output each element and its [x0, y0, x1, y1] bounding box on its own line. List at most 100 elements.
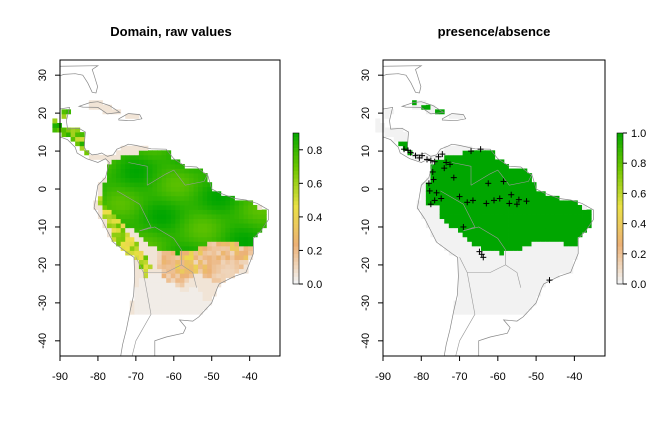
raster-cell: [517, 268, 523, 274]
raster-cell: [430, 227, 436, 233]
raster-cell: [134, 200, 140, 206]
raster-cell: [152, 309, 158, 315]
raster-cell: [234, 250, 240, 256]
raster-cell: [75, 141, 81, 147]
raster-cell: [239, 232, 244, 238]
raster-cell: [175, 223, 181, 229]
presence-point: [491, 197, 497, 204]
legend-swatch: [617, 223, 623, 228]
raster-cell: [184, 200, 190, 206]
raster-cell: [375, 118, 381, 124]
raster-cell: [225, 223, 231, 229]
raster-cell: [526, 245, 532, 251]
raster-cell: [444, 150, 450, 156]
raster-cell: [148, 305, 153, 311]
y-tick-label: 10: [37, 145, 49, 157]
raster-cell: [416, 100, 422, 106]
raster-cell: [430, 109, 436, 115]
raster-cell: [229, 214, 235, 220]
plot-frame: [59, 59, 281, 357]
raster-cell: [207, 218, 213, 224]
raster-cell: [138, 250, 144, 256]
legend-frame: [292, 132, 300, 285]
y-tick-label: 30: [360, 69, 372, 81]
raster-cell: [129, 232, 135, 238]
raster-cell: [152, 163, 158, 169]
raster-cell: [138, 145, 144, 151]
raster-cell: [513, 227, 519, 233]
raster-cell: [582, 204, 588, 210]
raster-cell: [490, 273, 496, 279]
raster-cell: [471, 209, 477, 215]
raster-cell: [517, 273, 523, 279]
raster-cell: [513, 195, 519, 201]
country-border: [470, 169, 533, 186]
raster-cell: [531, 204, 537, 210]
raster-cell: [517, 186, 523, 192]
raster-cell: [559, 255, 565, 261]
raster-cell: [175, 195, 181, 201]
raster-cell: [170, 159, 176, 165]
raster-cell: [107, 177, 112, 183]
raster-cell: [61, 109, 67, 115]
raster-cell: [252, 223, 258, 229]
legend-frame: [616, 132, 624, 285]
raster-cell: [453, 218, 459, 224]
raster-cell: [439, 209, 445, 215]
raster-cell: [97, 182, 103, 188]
raster-cell: [97, 195, 103, 201]
raster-cell: [536, 273, 542, 279]
raster-cell: [198, 241, 204, 247]
raster-cell: [490, 291, 496, 297]
raster-cell: [453, 223, 459, 229]
raster-cell: [439, 218, 445, 224]
raster-cell: [120, 236, 126, 242]
legend-swatch: [293, 159, 299, 164]
raster-cell: [116, 227, 122, 233]
raster-cell: [198, 218, 204, 224]
raster-cell: [179, 227, 185, 233]
raster-cell: [568, 218, 574, 224]
raster-cell: [207, 273, 213, 279]
raster-cell: [476, 282, 482, 288]
raster-cell: [188, 309, 194, 315]
raster-cell: [148, 173, 153, 179]
raster-cell: [175, 163, 181, 169]
raster-cell: [193, 236, 199, 242]
raster-cell: [508, 277, 514, 283]
raster-cell: [462, 273, 468, 279]
raster-cell: [175, 300, 181, 306]
raster-cell: [125, 159, 131, 165]
raster-cell: [129, 154, 135, 160]
raster-cell: [503, 277, 509, 283]
raster-cell: [220, 227, 226, 233]
raster-cell: [179, 168, 185, 174]
raster-cell: [184, 250, 190, 256]
raster-cell: [485, 236, 491, 242]
raster-cell: [526, 191, 532, 197]
raster-cell: [540, 209, 546, 215]
raster-cell: [494, 232, 500, 238]
raster-cell: [170, 255, 176, 261]
raster-cell: [202, 200, 208, 206]
raster-cell: [198, 300, 204, 306]
presence-point: [500, 178, 507, 185]
raster-cell: [179, 177, 185, 183]
raster-cell: [198, 227, 204, 233]
raster-cell: [485, 286, 491, 292]
raster-cell: [435, 186, 441, 192]
raster-cell: [148, 154, 153, 160]
raster-cell: [138, 195, 144, 201]
raster-cell: [559, 245, 565, 251]
raster-cell: [243, 204, 249, 210]
raster-cell: [211, 250, 217, 256]
raster-cell: [467, 159, 473, 165]
raster-cell: [216, 259, 222, 265]
raster-cell: [490, 264, 496, 270]
raster-cell: [184, 309, 190, 315]
raster-cell: [494, 309, 500, 315]
raster-cell: [508, 204, 514, 210]
raster-cell: [494, 277, 500, 283]
raster-cell: [211, 223, 217, 229]
